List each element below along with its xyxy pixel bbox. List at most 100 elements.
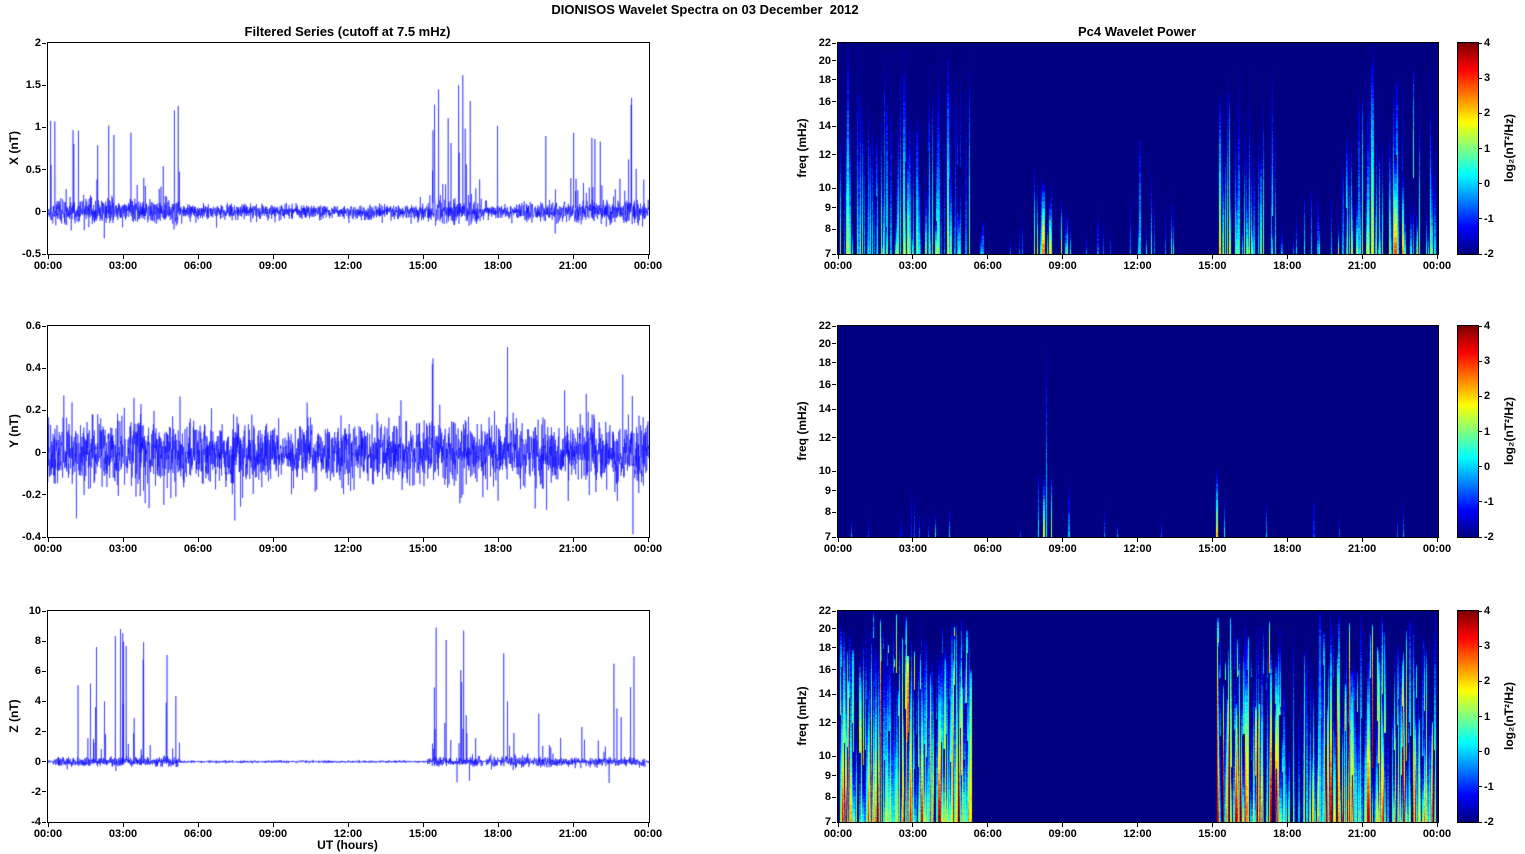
freq-tick-mark xyxy=(832,647,836,649)
freq-tick-mark xyxy=(832,775,836,777)
colorbar-tick-label: 3 xyxy=(1484,72,1491,85)
freq-tick-label: 12 xyxy=(818,148,831,161)
x-tick-mark xyxy=(1211,255,1213,259)
x-tick-mark xyxy=(47,823,49,827)
x-tick-label: 00:00 xyxy=(33,260,63,272)
x-tick-mark xyxy=(1361,255,1363,259)
x-tick-mark xyxy=(347,538,349,542)
colorbar-tick-label: 0 xyxy=(1484,745,1491,758)
x-tick-mark xyxy=(912,823,914,827)
freq-tick-mark xyxy=(832,722,836,724)
x-tick-mark xyxy=(1062,255,1064,259)
colorbar-tick-label: 0 xyxy=(1484,460,1491,473)
colorbar-tick-mark xyxy=(1479,716,1482,717)
x-tick-mark xyxy=(1361,538,1363,542)
freq-tick-label: 9 xyxy=(824,484,831,497)
x-tick-label: 06:00 xyxy=(973,543,1002,555)
freq-tick-mark xyxy=(832,437,836,439)
freq-tick-label: 10 xyxy=(818,182,831,195)
x-tick-label: 18:00 xyxy=(483,260,513,272)
x-tick-label: 00:00 xyxy=(1422,260,1452,272)
x-tick-label: 21:00 xyxy=(1348,260,1377,272)
y-tick-mark xyxy=(42,536,46,538)
left-column-title: Filtered Series (cutoff at 7.5 mHz) xyxy=(244,24,451,39)
colorbar-label: log₂(nT²/Hz) xyxy=(1502,396,1516,465)
freq-tick-mark xyxy=(832,207,836,209)
y-tick-mark xyxy=(42,409,46,411)
x-tick-mark xyxy=(422,255,424,259)
colorbar-tick-label: -2 xyxy=(1484,248,1494,260)
freq-tick-mark xyxy=(832,669,836,671)
colorbar-tick-label: 3 xyxy=(1484,355,1491,368)
x-tick-mark xyxy=(1062,823,1064,827)
colorbar-tick-label: 4 xyxy=(1484,37,1491,49)
y-tick-label: 4 xyxy=(34,695,41,708)
y-tick-label: 0 xyxy=(34,755,41,768)
freq-tick-mark xyxy=(832,408,836,410)
y-tick-mark xyxy=(42,325,46,327)
x-tick-label: 15:00 xyxy=(408,828,438,840)
colorbar-tick-label: -2 xyxy=(1484,531,1494,543)
x-tick-mark xyxy=(1211,538,1213,542)
x-tick-mark xyxy=(422,823,424,827)
x-tick-mark xyxy=(647,255,649,259)
x-tick-label: 21:00 xyxy=(558,543,588,555)
x-tick-mark xyxy=(1286,538,1288,542)
freq-tick-mark xyxy=(832,610,836,612)
x-tick-label: 12:00 xyxy=(333,543,363,555)
x-tick-mark xyxy=(647,538,649,542)
x-tick-mark xyxy=(122,255,124,259)
x-tick-label: 12:00 xyxy=(333,260,363,272)
freq-tick-label: 8 xyxy=(824,791,831,804)
colorbar-tick-mark xyxy=(1479,360,1482,362)
freq-tick-mark xyxy=(832,470,836,472)
colorbar-tick-mark xyxy=(1479,501,1482,503)
colorbar-gradient xyxy=(1458,43,1478,254)
y-tick-mark xyxy=(42,761,46,763)
y-tick-mark xyxy=(42,494,46,496)
freq-tick-mark xyxy=(832,693,836,695)
y-tick-mark xyxy=(42,700,46,702)
freq-tick-mark xyxy=(832,821,836,823)
z-wavelet-canvas xyxy=(838,611,1438,822)
x-tick-mark xyxy=(1286,823,1288,827)
freq-tick-label: 22 xyxy=(818,37,831,49)
colorbar xyxy=(1457,610,1479,823)
right-column-title: Pc4 Wavelet Power xyxy=(1077,24,1197,39)
freq-tick-label: 10 xyxy=(818,465,831,478)
x-tick-label: 15:00 xyxy=(1198,260,1227,272)
y-tick-mark xyxy=(42,640,46,642)
y-tick-label: -0.4 xyxy=(22,531,41,543)
freq-tick-label: 12 xyxy=(818,716,831,729)
colorbar-tick-label: 4 xyxy=(1484,605,1491,617)
x-tick-label: 12:00 xyxy=(333,828,363,840)
freq-tick-mark xyxy=(832,511,836,513)
colorbar-gradient xyxy=(1458,611,1478,822)
x-tick-mark xyxy=(122,538,124,542)
y-tick-label: -2 xyxy=(31,785,41,798)
x-tick-mark xyxy=(572,538,574,542)
colorbar-tick-mark xyxy=(1479,395,1482,397)
x-tick-mark xyxy=(987,538,989,542)
freq-tick-mark xyxy=(832,253,836,255)
freq-tick-mark xyxy=(832,228,836,230)
freq-tick-label: 16 xyxy=(818,663,831,676)
x-tick-label: 15:00 xyxy=(408,260,438,272)
y-tick-mark xyxy=(42,452,46,454)
x-tick-label: 00:00 xyxy=(633,828,663,840)
freq-tick-mark xyxy=(832,362,836,364)
colorbar-tick-mark xyxy=(1479,431,1482,432)
x-tick-label: 09:00 xyxy=(1048,543,1077,555)
z-filtered-series-canvas xyxy=(48,611,649,822)
colorbar-tick-mark xyxy=(1479,218,1482,220)
colorbar-tick-label: -1 xyxy=(1484,212,1494,225)
y-tick-label: 2 xyxy=(34,37,41,49)
colorbar-tick-label: -2 xyxy=(1484,816,1494,828)
x-tick-mark xyxy=(47,538,49,542)
colorbar-tick-mark xyxy=(1479,645,1482,647)
x-tick-mark xyxy=(1062,538,1064,542)
figure-title: DIONISOS Wavelet Spectra on 03 December … xyxy=(551,2,859,17)
freq-tick-mark xyxy=(832,125,836,127)
freq-tick-label: 16 xyxy=(818,378,831,391)
x-tick-label: 00:00 xyxy=(823,828,853,840)
